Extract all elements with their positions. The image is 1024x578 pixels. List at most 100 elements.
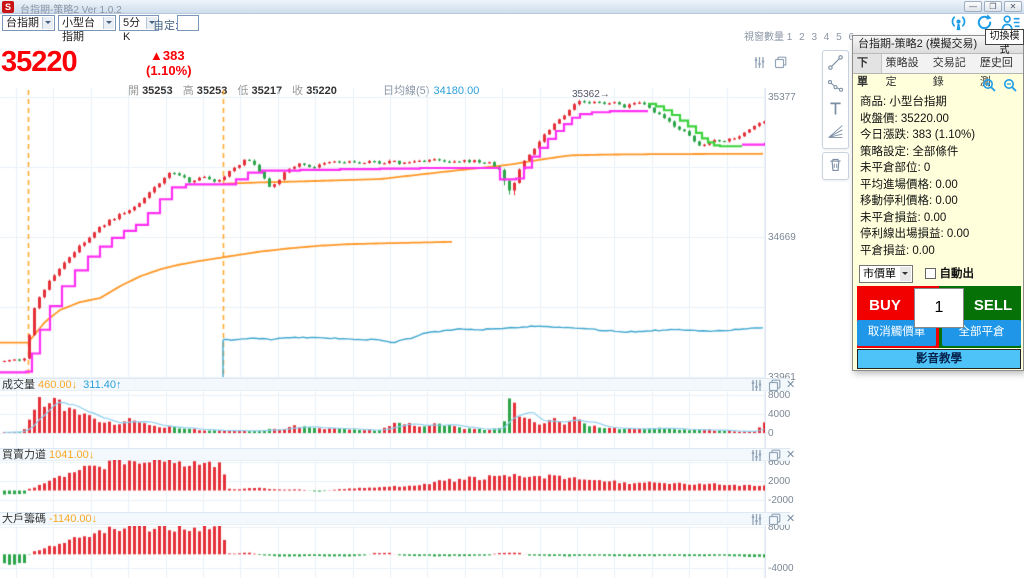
- close-button[interactable]: ✕: [1004, 1, 1022, 12]
- main-price-chart[interactable]: [0, 88, 765, 378]
- auto-close-checkbox[interactable]: [925, 268, 937, 279]
- indicator-settings-icon[interactable]: [750, 449, 763, 462]
- auto-close-label: 自動出: [939, 268, 974, 280]
- polyline-tool-icon[interactable]: [825, 74, 846, 97]
- user-list-icon[interactable]: [1001, 13, 1020, 32]
- volume-chart[interactable]: [0, 390, 765, 448]
- price-change: ▲383: [150, 48, 185, 63]
- trade-field-row: 平倉損益: 0.00: [860, 244, 935, 257]
- trade-panel: 台指期-策略2 (模擬交易) 下單 策略設定 交易記錄 歷史回測 商品: 小型台指期收…: [852, 35, 1024, 371]
- trade-field-row: 今日漲跌: 383 (1.10%): [860, 129, 976, 141]
- peak-price-annotation: 35362→: [572, 89, 610, 100]
- axis-tick-label: 0: [768, 428, 774, 439]
- trade-panel-fields: 商品: 小型台指期 收盤價: 35220.00 今日漲跌: 383 (1.10%) 策…: [860, 94, 1018, 259]
- axis-tick-label: 33961: [768, 372, 796, 383]
- video-tutorial-button[interactable]: 影音教學: [857, 349, 1021, 369]
- broadcast-icon[interactable]: [949, 13, 968, 32]
- custom-period-input[interactable]: [177, 15, 199, 31]
- window-count: 視窗數量 1 2 3 4 5 6: [744, 28, 856, 43]
- window-count-numbers[interactable]: 1 2 3 4 5 6: [786, 32, 857, 43]
- axis-tick-label: 34669: [768, 232, 796, 243]
- order-type-select[interactable]: 市價單: [859, 265, 913, 283]
- zoom-out-icon[interactable]: [1003, 78, 1018, 93]
- main-toolbar: 台指期 小型台指期 5分K 自定:: [0, 14, 760, 43]
- close-panel-icon[interactable]: ✕: [786, 513, 796, 525]
- power-value: 1041.00↓: [49, 449, 95, 461]
- bigbuyer-value: -1140.00↓: [49, 513, 98, 525]
- order-type-value: 市價單: [863, 268, 896, 280]
- order-type-row: 市價單 自動出: [859, 264, 974, 283]
- trade-tab-策略設定[interactable]: 策略設定: [885, 57, 919, 88]
- bigbuyer-panel-header: 大戶籌碼 -1140.00↓ ✕: [0, 512, 795, 526]
- window-titlebar: S 台指期-策略2 Ver 1.0.2 — ❐ ✕: [0, 0, 1024, 16]
- volume-panel-header: 成交量 460.00↓ 311.40↑ ✕: [0, 378, 795, 392]
- axis-tick-label: 6000: [768, 457, 791, 468]
- minimize-button[interactable]: —: [964, 1, 982, 12]
- fan-lines-tool-icon[interactable]: [825, 120, 846, 143]
- chevron-down-icon: [900, 267, 911, 281]
- market-select-value: 台指期: [6, 17, 39, 29]
- window-count-label: 視窗數量: [744, 32, 784, 43]
- indicator-settings-icon[interactable]: [750, 513, 763, 526]
- trade-panel-title: 台指期-策略2 (模擬交易): [853, 36, 1023, 54]
- quote-header: 35220 ▲383 (1.10%) 開 35253 高 35253 低 352…: [0, 42, 760, 97]
- chevron-down-icon: [103, 17, 114, 29]
- drawing-toolbar-delete: [822, 152, 849, 180]
- axis-tick-label: 35377: [768, 92, 796, 103]
- axis-tick-label: -4000: [768, 563, 794, 574]
- volume-sell-value: 460.00↓: [38, 379, 78, 391]
- indicator-settings-icon[interactable]: [750, 379, 763, 392]
- trade-field-row: 移動停利價格: 0.00: [860, 195, 958, 207]
- duplicate-panel-icon[interactable]: [768, 379, 781, 392]
- trash-icon[interactable]: [825, 153, 846, 176]
- trade-field-row: 平均進場價格: 0.00: [860, 178, 958, 191]
- duplicate-panel-icon[interactable]: [768, 449, 781, 462]
- product-select-value: 小型台指期: [62, 17, 95, 43]
- app-logo: S: [2, 1, 14, 13]
- power-chart[interactable]: [0, 460, 765, 512]
- text-tool-icon[interactable]: [825, 97, 846, 120]
- trade-tab-交易記錄[interactable]: 交易記錄: [932, 57, 966, 88]
- trade-field-row: 停利線出場損益: 0.00: [860, 228, 970, 240]
- trade-field-row: 商品: 小型台指期: [860, 96, 947, 108]
- product-select[interactable]: 小型台指期: [58, 15, 116, 43]
- bigbuyer-panel-title: 大戶籌碼: [2, 513, 46, 525]
- axis-separator: [765, 88, 766, 578]
- trade-panel-tabs: 下單 策略設定 交易記錄 歷史回測: [853, 54, 1023, 88]
- period-select-value: 5分K: [123, 17, 141, 43]
- duplicate-panel-icon[interactable]: [768, 513, 781, 526]
- duplicate-chart-icon[interactable]: [774, 56, 787, 69]
- axis-tick-label: 8000: [768, 390, 791, 401]
- trade-field-row: 未平倉損益: 0.00: [860, 211, 947, 224]
- last-price: 35220: [1, 46, 78, 78]
- trade-field-row: 策略設定: 全部條件: [860, 145, 959, 158]
- close-all-positions-button[interactable]: 全部平倉: [942, 320, 1021, 346]
- market-select[interactable]: 台指期: [2, 15, 55, 31]
- axis-tick-label: 2000: [768, 476, 791, 487]
- trade-field-row: 未平倉部位: 0: [860, 162, 931, 174]
- quantity-input[interactable]: [914, 288, 964, 328]
- axis-tick-label: 8000: [768, 522, 791, 533]
- custom-period-label: 自定:: [153, 20, 179, 32]
- indicator-settings-icon[interactable]: [753, 56, 766, 69]
- switch-mode-button[interactable]: 切換模式: [985, 29, 1024, 56]
- close-panel-icon[interactable]: ✕: [786, 449, 796, 461]
- refresh-icon[interactable]: [975, 13, 994, 32]
- window-title: 台指期-策略2 Ver 1.0.2: [20, 5, 122, 16]
- trade-tab-歷史回測[interactable]: 歷史回測: [979, 57, 1013, 88]
- zoom-in-icon[interactable]: [982, 78, 997, 93]
- volume-panel-title: 成交量: [2, 379, 35, 391]
- chevron-down-icon: [42, 17, 53, 29]
- price-change-percent: (1.10%): [146, 63, 192, 78]
- volume-buy-value: 311.40↑: [83, 379, 122, 391]
- trade-tab-下單[interactable]: 下單: [853, 54, 882, 88]
- bigbuyer-chart[interactable]: [0, 526, 765, 578]
- restore-button[interactable]: ❐: [984, 1, 1002, 12]
- power-panel-title: 買賣力道: [2, 449, 46, 461]
- axis-tick-label: -2000: [768, 495, 794, 506]
- period-select[interactable]: 5分K: [119, 15, 159, 43]
- close-panel-icon[interactable]: ✕: [786, 379, 796, 391]
- trendline-tool-icon[interactable]: [825, 51, 846, 74]
- chevron-down-icon: [146, 17, 157, 29]
